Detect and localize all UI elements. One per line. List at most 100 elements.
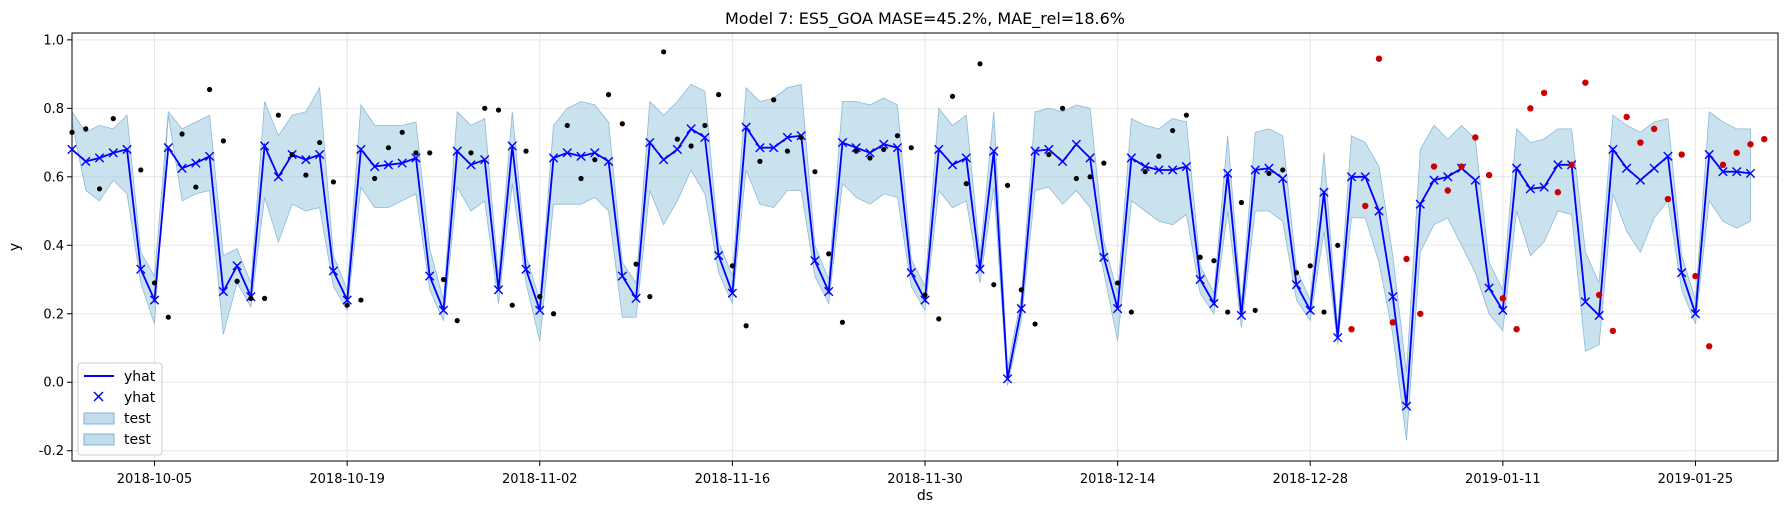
forecast-marker — [136, 264, 146, 274]
train-point — [784, 148, 791, 154]
train-point — [289, 151, 295, 158]
forecast-marker — [177, 163, 187, 173]
forecast-marker — [1305, 305, 1315, 316]
train-point — [220, 138, 226, 144]
forecast-marker — [865, 148, 875, 158]
test-point — [1733, 149, 1740, 157]
forecast-marker — [342, 295, 352, 305]
train-point — [96, 186, 103, 192]
forecast-marker — [548, 153, 559, 163]
forecast-marker — [645, 137, 655, 148]
test-point — [1389, 319, 1396, 326]
forecast-marker — [851, 143, 861, 153]
train-point — [1128, 309, 1134, 315]
train-point — [977, 61, 983, 67]
test-point — [1568, 161, 1575, 169]
train-point — [1307, 263, 1313, 269]
forecast-marker — [397, 158, 407, 168]
train-point — [372, 175, 378, 182]
train-point — [413, 150, 419, 156]
confidence-bands — [71, 83, 1751, 441]
y-tick-label: 0.2 — [43, 307, 64, 322]
forecast-marker — [741, 122, 751, 132]
train-point — [110, 116, 116, 122]
forecast-marker — [1718, 166, 1728, 177]
legend-label-test-2: test — [124, 432, 151, 448]
forecast-marker — [425, 271, 435, 281]
train-point — [330, 179, 337, 185]
forecast-marker — [204, 151, 215, 161]
train-point — [949, 93, 956, 99]
forecast-marker — [1401, 401, 1412, 411]
train-point — [578, 175, 584, 182]
test-point — [1678, 151, 1685, 158]
forecast-marker — [259, 141, 270, 151]
forecast-marker — [1236, 310, 1247, 321]
forecast-marker — [122, 144, 132, 155]
forecast-marker — [1044, 144, 1054, 155]
forecast-marker — [810, 256, 820, 266]
forecast-marker — [1167, 165, 1178, 175]
train-point — [358, 297, 364, 303]
forecast-marker — [232, 261, 242, 271]
train-point — [963, 181, 969, 187]
train-point — [1073, 175, 1079, 182]
x-tick-label: 2018-10-19 — [309, 472, 385, 487]
test-point — [1417, 310, 1424, 317]
test-point — [1472, 134, 1479, 141]
forecast-marker — [383, 160, 394, 170]
train-point — [1046, 151, 1052, 158]
forecast-marker — [1071, 139, 1082, 149]
train-point — [757, 158, 763, 164]
forecast-marker — [1621, 163, 1632, 173]
train-point — [1156, 153, 1162, 159]
train-point — [1142, 169, 1148, 175]
y-tick-label: 1.0 — [43, 33, 64, 48]
train-point — [399, 129, 405, 135]
train-point — [1321, 309, 1327, 315]
forecast-marker — [713, 250, 724, 261]
legend-patch-swatch-1 — [83, 412, 115, 425]
y-tick-label: 0.8 — [43, 102, 64, 117]
forecast-marker — [1112, 303, 1123, 314]
y-tick-label: 0.6 — [43, 170, 64, 185]
train-point — [1225, 309, 1231, 315]
test-point — [1719, 161, 1727, 169]
forecast-marker — [727, 288, 738, 298]
train-point — [853, 148, 859, 154]
legend-label-test-1: test — [124, 411, 151, 427]
train-point — [275, 112, 281, 118]
test-point — [1458, 163, 1465, 170]
forecast-marker — [1099, 252, 1109, 262]
forecast-marker — [438, 305, 449, 316]
x-axis-label: ds — [917, 488, 933, 504]
train-point — [138, 167, 144, 173]
forecast-marker — [823, 286, 834, 297]
forecast-marker — [1126, 153, 1137, 163]
forecast-marker — [892, 143, 903, 153]
train-point — [468, 150, 474, 156]
train-point — [1018, 287, 1024, 293]
train-point — [234, 278, 240, 284]
legend-frame — [77, 362, 163, 456]
x-axis-ticks: 2018-10-05 2018-10-19 2018-11-02 2018-11-16… — [117, 461, 1733, 487]
grid-lines — [72, 33, 1778, 461]
x-tick-label: 2018-12-14 — [1080, 472, 1156, 487]
forecast-marker — [1002, 374, 1013, 384]
train-point — [165, 314, 171, 320]
train-point — [564, 122, 570, 129]
train-point — [1170, 127, 1176, 134]
y-tick-label: -0.2 — [39, 444, 64, 459]
train-point — [1004, 182, 1011, 188]
train-point — [248, 295, 254, 301]
x-tick-label: 2018-10-05 — [117, 472, 193, 487]
forecast-marker — [700, 132, 710, 143]
forecast-marker — [1745, 168, 1756, 179]
x-tick-label: 2018-11-02 — [502, 472, 578, 487]
legend: yhat yhat test test — [77, 362, 163, 456]
forecast-marker — [1676, 267, 1687, 278]
forecast-marker — [314, 149, 325, 160]
observed-points — [69, 49, 1768, 350]
forecast-marker — [755, 143, 765, 153]
